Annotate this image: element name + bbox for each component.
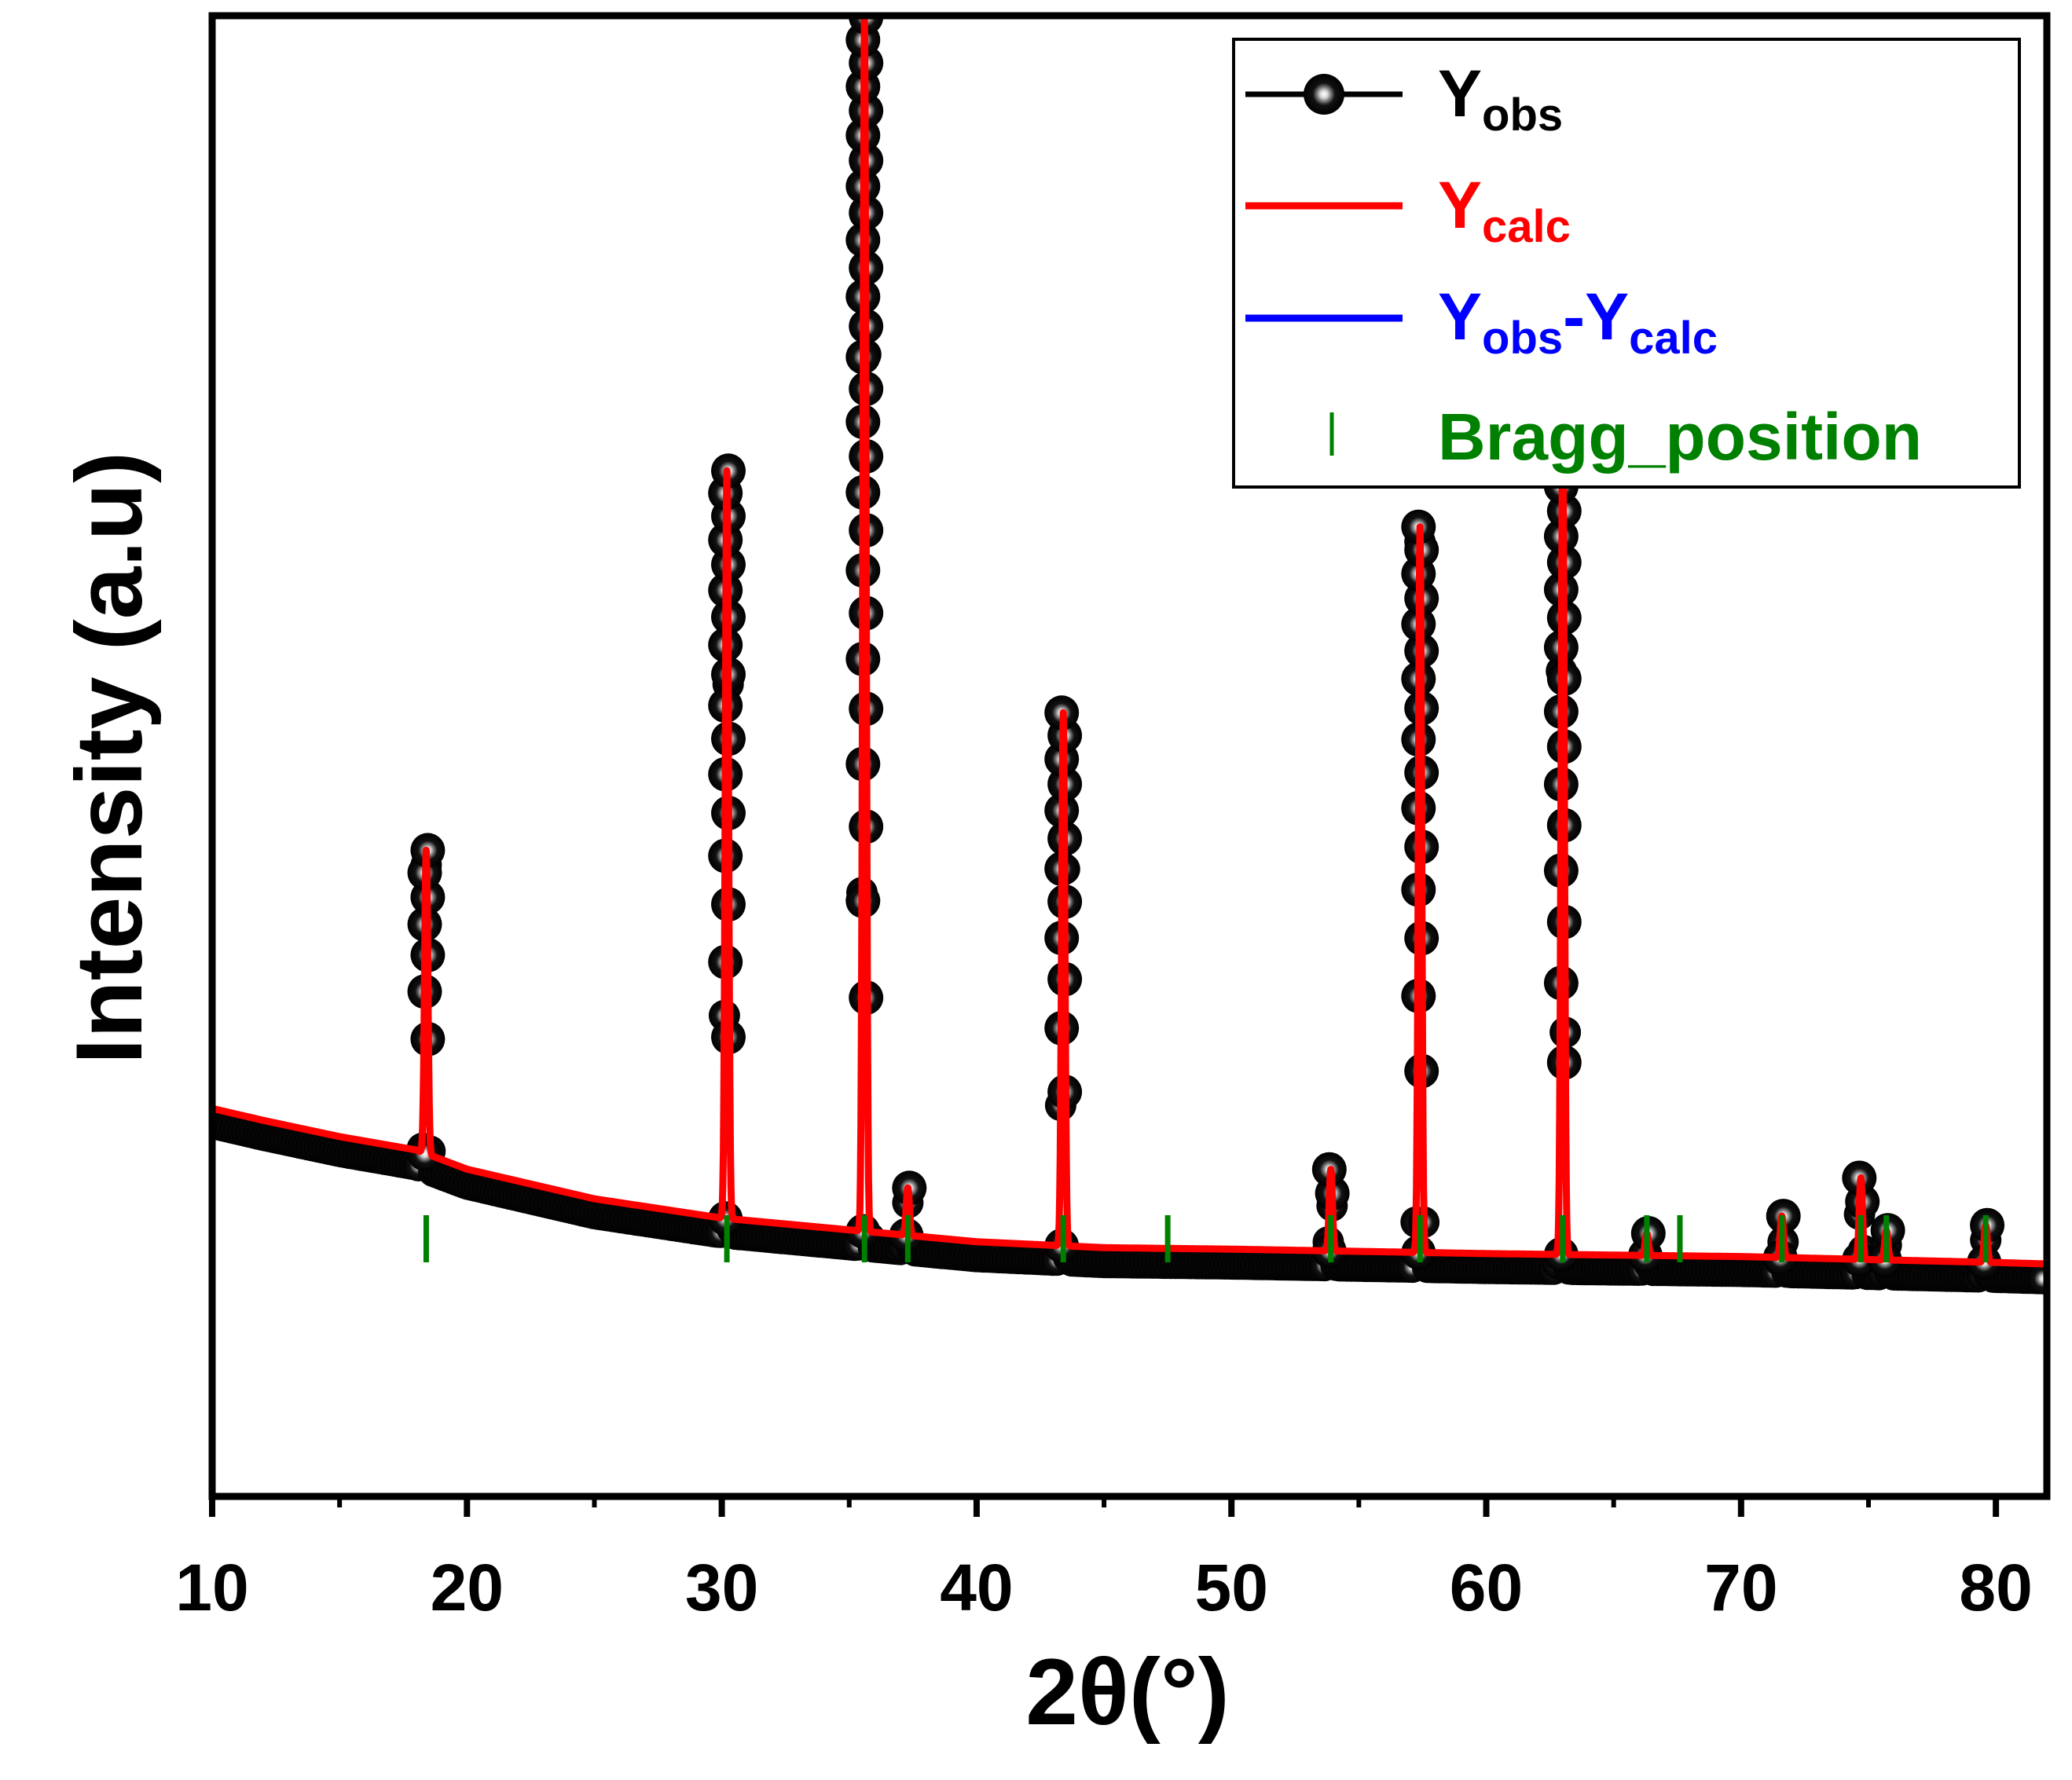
observed-data-series	[212, 16, 2047, 1295]
legend-box	[1232, 38, 2021, 489]
legend-entry-bragg: Bragg_position	[1329, 400, 1922, 474]
x-tick-label: 50	[1195, 1551, 1268, 1624]
legend-entry-calculated: Ycalc	[1245, 168, 1571, 252]
calculated-series	[212, 16, 2047, 1268]
x-tick-label: 60	[1450, 1551, 1523, 1624]
legend-observed-marker	[1304, 74, 1344, 115]
legend-observed-text: Yobs	[1438, 57, 1563, 141]
calculated-line	[212, 16, 2047, 1268]
legend-difference-text: Yobs-Ycalc	[1438, 280, 1718, 364]
y-axis-label: Intensity (a.u)	[57, 452, 162, 1064]
x-tick-label: 40	[940, 1551, 1013, 1624]
legend: Yobs Ycalc Yobs-Ycalc Bragg_position	[1232, 38, 2021, 489]
x-tick-label: 20	[431, 1551, 504, 1624]
x-axis-label: 2θ(°)	[1025, 1639, 1230, 1745]
x-tick-label: 30	[685, 1551, 758, 1624]
legend-bragg-text: Bragg_position	[1438, 400, 1922, 474]
x-tick-label: 80	[1959, 1551, 2032, 1624]
x-tick-label: 10	[175, 1551, 248, 1624]
plot-frame	[208, 12, 2051, 1500]
legend-entry-difference: Yobs-Ycalc	[1245, 280, 1718, 364]
plot-area	[212, 16, 2047, 1295]
bragg-position-series	[423, 1215, 1989, 1262]
legend-calculated-text: Ycalc	[1438, 168, 1571, 252]
x-axis: 10 20 30 40 50 60 70 80	[175, 1496, 2033, 1624]
legend-entry-observed: Yobs	[1245, 57, 1563, 141]
x-tick-label: 70	[1704, 1551, 1777, 1624]
observed-point	[2027, 1262, 2047, 1295]
